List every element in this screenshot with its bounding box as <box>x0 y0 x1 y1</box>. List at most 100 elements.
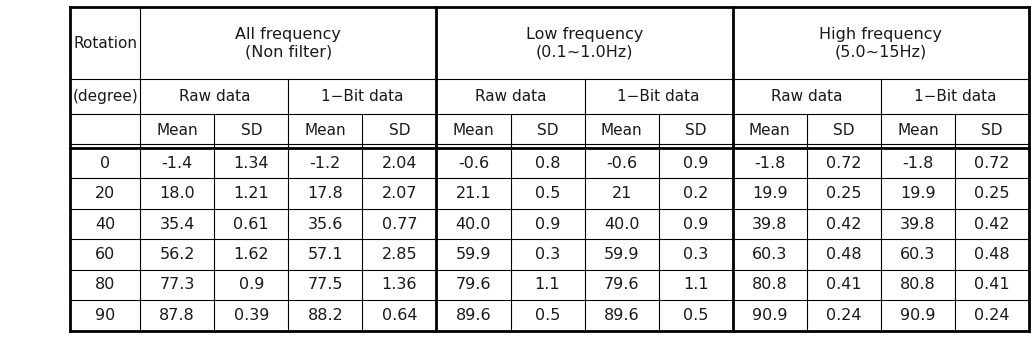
Text: 1.36: 1.36 <box>381 277 418 292</box>
Text: 59.9: 59.9 <box>456 247 491 262</box>
Text: 1−Bit data: 1−Bit data <box>321 89 404 104</box>
Text: 40: 40 <box>95 217 115 232</box>
Text: 21: 21 <box>611 186 632 201</box>
Text: (degree): (degree) <box>72 89 138 104</box>
Text: SD: SD <box>389 123 410 138</box>
Text: Raw data: Raw data <box>178 89 251 104</box>
Text: -1.4: -1.4 <box>162 156 193 171</box>
Text: 0.41: 0.41 <box>974 277 1009 292</box>
Text: 17.8: 17.8 <box>307 186 343 201</box>
Text: 0.42: 0.42 <box>826 217 862 232</box>
Text: 1−Bit data: 1−Bit data <box>913 89 996 104</box>
Text: SD: SD <box>685 123 706 138</box>
Text: 0.72: 0.72 <box>826 156 862 171</box>
Text: 0.61: 0.61 <box>233 217 269 232</box>
Text: 79.6: 79.6 <box>456 277 491 292</box>
Text: 79.6: 79.6 <box>604 277 639 292</box>
Text: 57.1: 57.1 <box>307 247 343 262</box>
Text: Low frequency
(0.1~1.0Hz): Low frequency (0.1~1.0Hz) <box>526 27 643 59</box>
Text: 87.8: 87.8 <box>160 308 195 323</box>
Text: 90.9: 90.9 <box>752 308 788 323</box>
Text: SD: SD <box>240 123 262 138</box>
Text: 21.1: 21.1 <box>456 186 492 201</box>
Text: 19.9: 19.9 <box>752 186 788 201</box>
Text: 0.41: 0.41 <box>826 277 862 292</box>
Text: -1.8: -1.8 <box>754 156 786 171</box>
Text: 0.9: 0.9 <box>683 156 708 171</box>
Text: 1.34: 1.34 <box>234 156 269 171</box>
Text: 89.6: 89.6 <box>604 308 639 323</box>
Text: 39.8: 39.8 <box>900 217 935 232</box>
Text: 0.72: 0.72 <box>974 156 1009 171</box>
Text: Mean: Mean <box>453 123 494 138</box>
Text: Rotation: Rotation <box>73 36 137 51</box>
Text: 0.5: 0.5 <box>535 186 560 201</box>
Text: Mean: Mean <box>601 123 642 138</box>
Text: 0.39: 0.39 <box>234 308 269 323</box>
Text: 90.9: 90.9 <box>900 308 935 323</box>
Text: 0.9: 0.9 <box>535 217 560 232</box>
Text: Mean: Mean <box>749 123 791 138</box>
Text: 2.04: 2.04 <box>381 156 418 171</box>
Text: 88.2: 88.2 <box>307 308 343 323</box>
Text: 0.25: 0.25 <box>974 186 1009 201</box>
Text: 1.62: 1.62 <box>233 247 269 262</box>
Text: 0.42: 0.42 <box>974 217 1009 232</box>
Text: 0.5: 0.5 <box>683 308 708 323</box>
Text: -0.6: -0.6 <box>606 156 637 171</box>
Text: 1.21: 1.21 <box>233 186 269 201</box>
Text: Mean: Mean <box>157 123 198 138</box>
Text: 0.3: 0.3 <box>535 247 560 262</box>
Text: 20: 20 <box>95 186 115 201</box>
Text: 0.9: 0.9 <box>238 277 264 292</box>
Text: 80.8: 80.8 <box>752 277 788 292</box>
Text: -1.2: -1.2 <box>309 156 341 171</box>
Text: 40.0: 40.0 <box>456 217 491 232</box>
Text: 0.48: 0.48 <box>826 247 862 262</box>
Text: 18.0: 18.0 <box>160 186 195 201</box>
Text: 1−Bit data: 1−Bit data <box>618 89 700 104</box>
Text: 2.07: 2.07 <box>381 186 418 201</box>
Text: SD: SD <box>537 123 559 138</box>
Text: 1.1: 1.1 <box>683 277 708 292</box>
Text: 0.2: 0.2 <box>683 186 708 201</box>
Text: -0.6: -0.6 <box>458 156 489 171</box>
Text: SD: SD <box>833 123 855 138</box>
Text: 80: 80 <box>95 277 115 292</box>
Text: 0.5: 0.5 <box>535 308 560 323</box>
Text: 90: 90 <box>95 308 115 323</box>
Text: 59.9: 59.9 <box>604 247 639 262</box>
Text: 77.3: 77.3 <box>160 277 195 292</box>
Text: 60.3: 60.3 <box>900 247 935 262</box>
Text: All frequency
(Non filter): All frequency (Non filter) <box>235 27 341 59</box>
Text: 35.6: 35.6 <box>307 217 343 232</box>
Text: 60.3: 60.3 <box>752 247 788 262</box>
Text: High frequency
(5.0~15Hz): High frequency (5.0~15Hz) <box>820 27 942 59</box>
Text: 0: 0 <box>100 156 110 171</box>
Text: 0.64: 0.64 <box>381 308 418 323</box>
Text: Mean: Mean <box>897 123 938 138</box>
Text: -1.8: -1.8 <box>902 156 933 171</box>
Text: 56.2: 56.2 <box>160 247 195 262</box>
Text: 0.48: 0.48 <box>974 247 1009 262</box>
Text: 60: 60 <box>95 247 115 262</box>
Text: Raw data: Raw data <box>474 89 546 104</box>
Text: 0.9: 0.9 <box>683 217 708 232</box>
Text: 1.1: 1.1 <box>535 277 561 292</box>
Text: 2.85: 2.85 <box>381 247 418 262</box>
Text: 80.8: 80.8 <box>900 277 936 292</box>
Text: Mean: Mean <box>304 123 346 138</box>
Text: 0.25: 0.25 <box>826 186 862 201</box>
Text: 0.77: 0.77 <box>381 217 418 232</box>
Text: Raw data: Raw data <box>771 89 842 104</box>
Text: 19.9: 19.9 <box>900 186 936 201</box>
Text: 35.4: 35.4 <box>160 217 195 232</box>
Text: SD: SD <box>982 123 1003 138</box>
Text: 0.3: 0.3 <box>684 247 708 262</box>
Text: 0.24: 0.24 <box>826 308 862 323</box>
Text: 0.8: 0.8 <box>535 156 560 171</box>
Text: 89.6: 89.6 <box>456 308 492 323</box>
Text: 39.8: 39.8 <box>752 217 788 232</box>
Text: 0.24: 0.24 <box>974 308 1009 323</box>
Text: 40.0: 40.0 <box>604 217 639 232</box>
